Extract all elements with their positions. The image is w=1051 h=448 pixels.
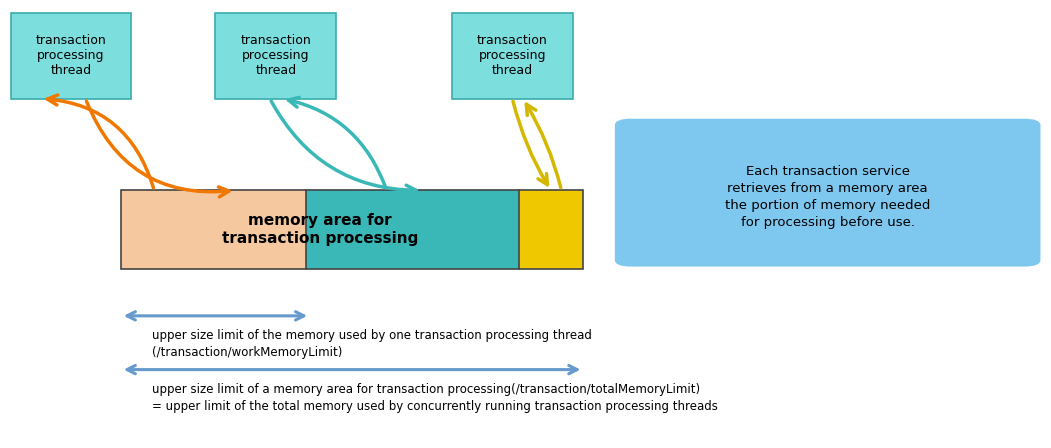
Text: upper size limit of the memory used by one transaction processing thread
(/trans: upper size limit of the memory used by o… — [152, 329, 593, 359]
FancyBboxPatch shape — [215, 13, 336, 99]
FancyBboxPatch shape — [615, 119, 1040, 267]
Text: transaction
processing
thread: transaction processing thread — [36, 34, 106, 78]
Text: transaction
processing
thread: transaction processing thread — [477, 34, 548, 78]
Text: transaction
processing
thread: transaction processing thread — [241, 34, 311, 78]
FancyBboxPatch shape — [452, 13, 573, 99]
Polygon shape — [631, 186, 678, 208]
Bar — [121, 190, 306, 269]
Text: upper size limit of a memory area for transaction processing(/transaction/totalM: upper size limit of a memory area for tr… — [152, 383, 718, 413]
Bar — [121, 190, 583, 269]
Bar — [518, 190, 583, 269]
FancyBboxPatch shape — [11, 13, 131, 99]
Text: Each transaction service
retrieves from a memory area
the portion of memory need: Each transaction service retrieves from … — [725, 165, 930, 229]
Text: memory area for
transaction processing: memory area for transaction processing — [222, 213, 418, 246]
Bar — [306, 190, 518, 269]
